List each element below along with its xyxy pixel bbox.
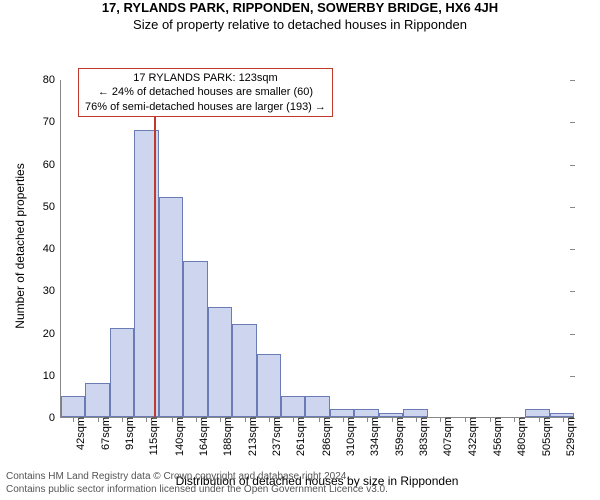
x-tick-label: 480sqm <box>510 417 528 456</box>
y-tick-mark <box>570 334 575 335</box>
y-tick-mark <box>570 80 575 81</box>
x-tick-label: 213sqm <box>241 417 259 456</box>
histogram-bar <box>208 307 232 417</box>
x-tick-label: 310sqm <box>339 417 357 456</box>
y-tick-label: 20 <box>43 328 61 340</box>
x-tick-label: 334sqm <box>363 417 381 456</box>
x-tick-label: 407sqm <box>436 417 454 456</box>
y-tick-label: 40 <box>43 243 61 255</box>
histogram-bar <box>110 328 134 417</box>
histogram-bar <box>183 261 207 417</box>
x-tick-label: 505sqm <box>535 417 553 456</box>
copyright-line-2: Contains public sector information licen… <box>6 484 388 497</box>
x-tick-label: 91sqm <box>118 417 136 450</box>
histogram-bar <box>330 409 354 417</box>
y-tick-label: 0 <box>49 412 61 424</box>
y-tick-label: 10 <box>43 370 61 382</box>
x-tick-label: 115sqm <box>142 417 160 455</box>
x-tick-label: 286sqm <box>315 417 333 456</box>
x-tick-label: 432sqm <box>461 417 479 456</box>
x-tick-label: 140sqm <box>168 417 186 456</box>
y-tick-mark <box>570 376 575 377</box>
y-tick-label: 50 <box>43 201 61 213</box>
y-tick-mark <box>570 165 575 166</box>
histogram-bar <box>159 197 183 417</box>
x-tick-label: 188sqm <box>216 417 234 456</box>
info-line-1: 17 RYLANDS PARK: 123sqm <box>85 71 326 85</box>
histogram-bar <box>305 396 329 417</box>
x-tick-label: 67sqm <box>94 417 112 450</box>
y-axis-label: Number of detached properties <box>13 156 27 336</box>
y-tick-mark <box>570 291 575 292</box>
histogram-bar <box>257 354 281 417</box>
histogram-bar <box>354 409 378 417</box>
x-tick-label: 261sqm <box>289 417 307 456</box>
y-tick-mark <box>570 249 575 250</box>
page-subtitle: Size of property relative to detached ho… <box>0 17 600 32</box>
y-tick-label: 70 <box>43 116 61 128</box>
x-tick-label: 164sqm <box>192 417 210 456</box>
plot-area: 0102030405060708042sqm67sqm91sqm115sqm14… <box>60 80 574 418</box>
page-title: 17, RYLANDS PARK, RIPPONDEN, SOWERBY BRI… <box>0 0 600 15</box>
x-tick-label: 383sqm <box>412 417 430 456</box>
x-tick-label: 359sqm <box>388 417 406 456</box>
info-line-2: ← 24% of detached houses are smaller (60… <box>85 85 326 99</box>
histogram-bar <box>379 413 403 417</box>
copyright-line-1: Contains HM Land Registry data © Crown c… <box>6 471 388 484</box>
y-tick-mark <box>570 122 575 123</box>
info-line-3: 76% of semi-detached houses are larger (… <box>85 100 326 114</box>
x-tick-label: 456sqm <box>486 417 504 456</box>
histogram-bar <box>232 324 256 417</box>
y-tick-label: 80 <box>43 74 61 86</box>
histogram-bar <box>281 396 305 417</box>
info-box: 17 RYLANDS PARK: 123sqm ← 24% of detache… <box>78 68 333 117</box>
histogram-bar <box>403 409 427 417</box>
y-tick-label: 30 <box>43 285 61 297</box>
y-tick-label: 60 <box>43 159 61 171</box>
copyright: Contains HM Land Registry data © Crown c… <box>6 471 388 496</box>
y-tick-mark <box>570 207 575 208</box>
x-tick-label: 529sqm <box>559 417 577 456</box>
x-tick-label: 42sqm <box>69 417 87 450</box>
histogram-bar <box>85 383 109 417</box>
marker-line <box>154 79 156 417</box>
x-tick-label: 237sqm <box>265 417 283 456</box>
histogram-bar <box>525 409 549 417</box>
histogram-bar <box>550 413 574 417</box>
histogram-bar <box>61 396 85 417</box>
